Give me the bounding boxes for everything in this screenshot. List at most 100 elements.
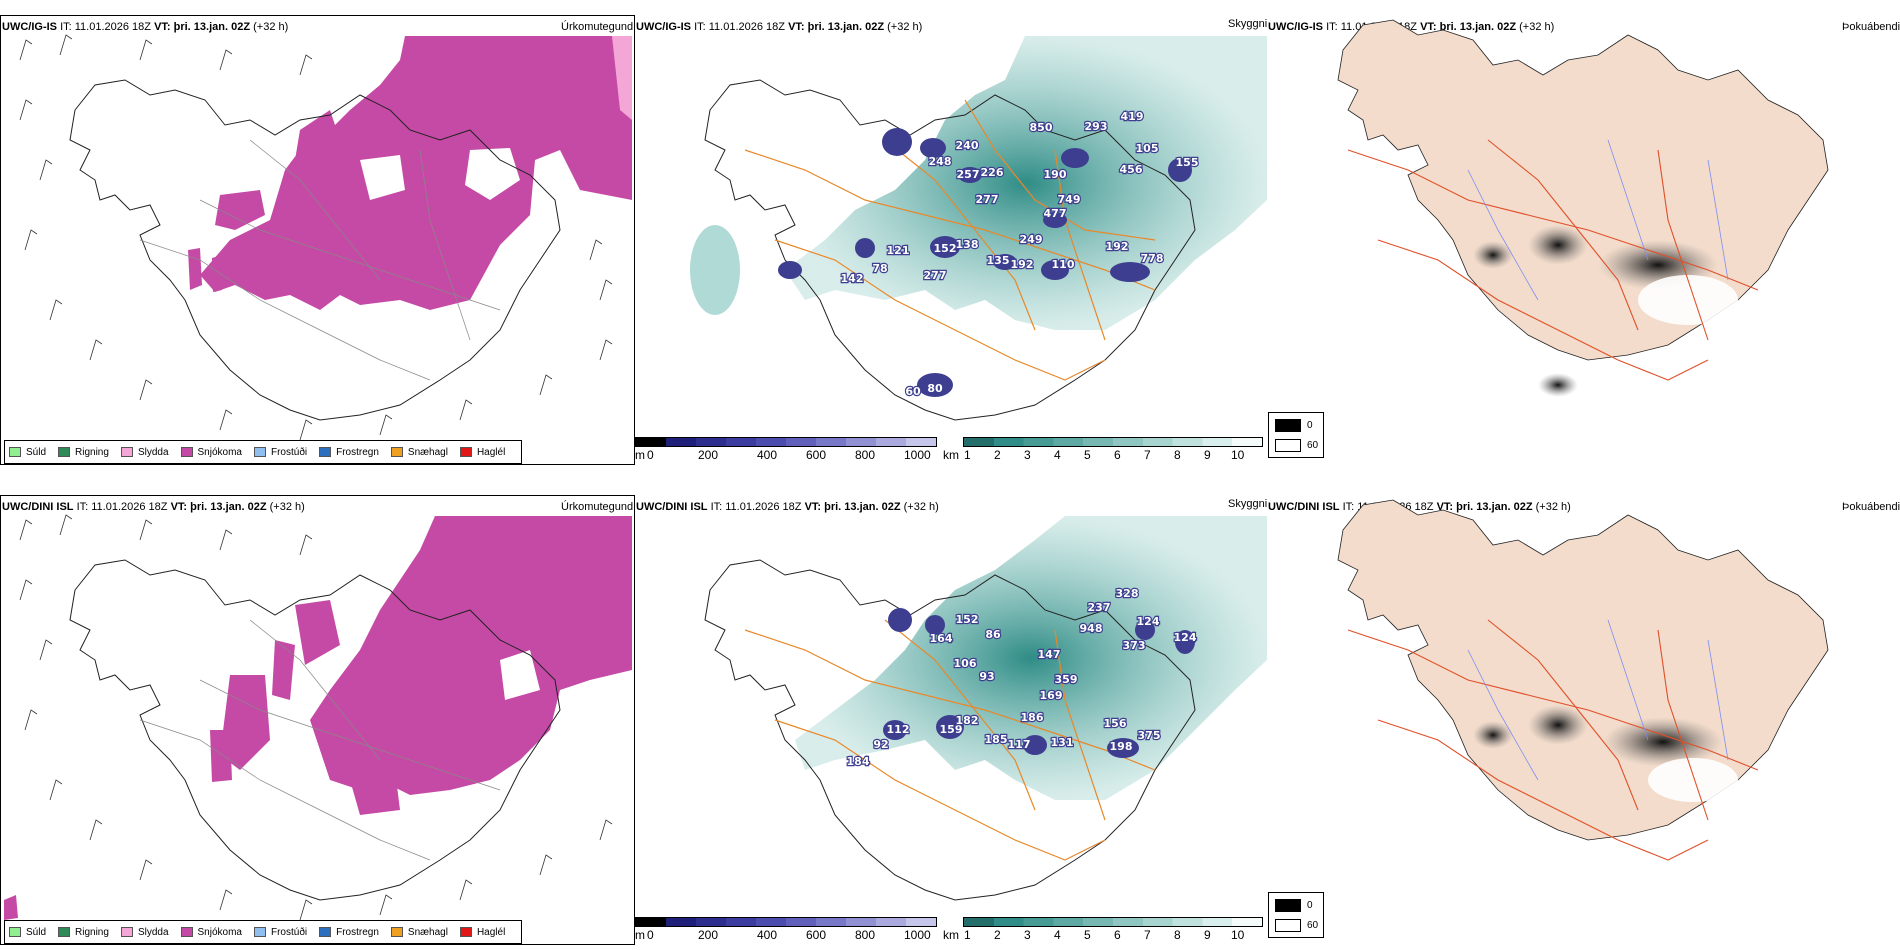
height-labels: 850 293 419 240 248 257 226 105 456 155 …: [839, 109, 1199, 399]
legend-swatch: [253, 927, 266, 937]
legend-swatch: [120, 927, 133, 937]
ceiling-tick: 0: [647, 448, 654, 462]
height-label: 142: [841, 272, 864, 285]
ceiling-tick: 400: [757, 928, 778, 942]
visibility-tick: 2: [994, 928, 1001, 942]
legend-swatch: [319, 447, 332, 457]
vt-value: þri. 13.jan. 02Z: [1456, 501, 1533, 513]
visibility-unit: km: [943, 448, 959, 462]
it-value: 11.01.2026 18Z: [91, 501, 168, 513]
panel-title: UWC/DINI ISL IT: 11.01.2026 18Z VT: þri.…: [636, 501, 939, 513]
ceiling-tick: 800: [855, 928, 876, 942]
fog-dark-areas: [1473, 705, 1738, 884]
lead-time: (+32 h): [887, 21, 923, 33]
fog-legend-high: 0: [1307, 420, 1313, 431]
legend-swatch: [459, 447, 472, 457]
it-label: IT:: [1326, 21, 1338, 33]
roads: [744, 99, 1156, 381]
precip-title: Úrkomutegund: [561, 21, 634, 33]
iceland-coastline: [704, 79, 1196, 421]
height-label: 277: [924, 269, 947, 282]
height-label: 112: [887, 723, 910, 736]
height-label: 105: [1136, 142, 1159, 155]
ceiling-tick: 1000: [904, 928, 931, 942]
legend-item-3: Snjókoma: [180, 927, 242, 938]
ceiling-unit: m: [635, 448, 645, 462]
height-label: 131: [1051, 736, 1074, 749]
height-label: 147: [1038, 648, 1061, 661]
model-name: UWC/DINI ISL: [2, 501, 74, 513]
model-name: UWC/IG-IS: [2, 21, 57, 33]
precip-panel-bottom: UWC/DINI ISL IT: 11.01.2026 18Z VT: þri.…: [0, 480, 635, 950]
visibility-tick: 6: [1114, 448, 1121, 462]
it-label: IT:: [694, 21, 706, 33]
visibility-panel-top: UWC/IG-IS IT: 11.01.2026 18Z VT: þri. 13…: [635, 0, 1270, 470]
visibility-tick: 9: [1204, 448, 1211, 462]
ceiling-colorbar: [635, 917, 937, 927]
height-label: 186: [1021, 711, 1044, 724]
ceiling-tick: 200: [698, 928, 719, 942]
height-label: 198: [1110, 740, 1133, 753]
height-label: 190: [1044, 168, 1067, 181]
height-label: 182: [956, 714, 979, 727]
precip-title: Úrkomutegund: [561, 501, 634, 513]
height-label: 124: [1174, 631, 1197, 644]
lead-time: (+32 h): [903, 501, 939, 513]
legend-swatch: [9, 927, 21, 937]
precip-legend: Súld Rigning Slydda Snjókoma Frostúði Fr…: [4, 920, 523, 944]
precip-map-svg: [19, 34, 632, 441]
ceiling-tick: 600: [806, 928, 827, 942]
height-label: 948: [1080, 622, 1103, 635]
height-label: 138: [956, 238, 979, 251]
fog-panel-bottom: UWC/DINI ISL IT: 11.01.2026 18Z VT: þri.…: [1268, 480, 1900, 950]
height-label: 257: [957, 168, 980, 181]
visibility-tick: 7: [1144, 448, 1151, 462]
legend-item-2: Slydda: [120, 447, 169, 458]
visibility-tick: 5: [1084, 928, 1091, 942]
legend-item-6: Snæhagl: [390, 447, 448, 458]
fog-legend-black: [1275, 419, 1301, 432]
vt-label: VT:: [154, 21, 171, 33]
visibility-tick: 1: [964, 448, 971, 462]
legend-swatch: [180, 447, 193, 457]
legend-item-5: Frostregn: [319, 927, 379, 938]
height-label: 152: [956, 613, 979, 626]
height-label: 124: [1137, 615, 1160, 628]
model-name: UWC/IG-IS: [1268, 21, 1323, 33]
ceiling-tick: 0: [647, 928, 654, 942]
height-label: 375: [1138, 729, 1161, 742]
fog-title: Þokuábendi: [1842, 501, 1900, 513]
visibility-tick: 8: [1174, 928, 1181, 942]
height-label: 152: [934, 242, 957, 255]
lead-time: (+32 h): [269, 501, 305, 513]
height-label: 248: [929, 155, 952, 168]
roads: [139, 619, 501, 861]
height-label: 110: [1052, 258, 1075, 271]
height-label: 106: [954, 657, 977, 670]
legend-swatch: [120, 447, 133, 457]
visibility-map-svg: 850 293 419 240 248 257 226 105 456 155 …: [690, 36, 1267, 421]
visibility-tick: 1: [964, 928, 971, 942]
legend-swatch: [253, 447, 266, 457]
ceiling-tick: 1000: [904, 448, 931, 462]
visibility-tick: 4: [1054, 448, 1061, 462]
model-name: UWC/DINI ISL: [636, 501, 708, 513]
legend-item-2: Slydda: [120, 927, 169, 938]
precip-map-frame: [0, 495, 635, 945]
visibility-title: Skyggni: [1228, 498, 1268, 510]
iceland-fog-land: [1337, 499, 1829, 841]
low-cloud-patches: [883, 608, 1195, 758]
legend-swatch: [390, 927, 403, 937]
model-name: UWC/DINI ISL: [1268, 501, 1340, 513]
wind-barbs: [19, 514, 613, 921]
ceiling-tick: 800: [855, 448, 876, 462]
roads: [1347, 139, 1759, 381]
it-label: IT:: [76, 501, 89, 513]
height-label: 226: [981, 166, 1004, 179]
fog-legend-black: [1275, 899, 1301, 912]
height-label: 237: [1088, 601, 1111, 614]
height-label: 778: [1141, 252, 1164, 265]
fog-legend: 0 60: [1268, 412, 1324, 458]
iceland-coastline: [704, 559, 1196, 901]
visibility-colorbar: [963, 437, 1263, 447]
